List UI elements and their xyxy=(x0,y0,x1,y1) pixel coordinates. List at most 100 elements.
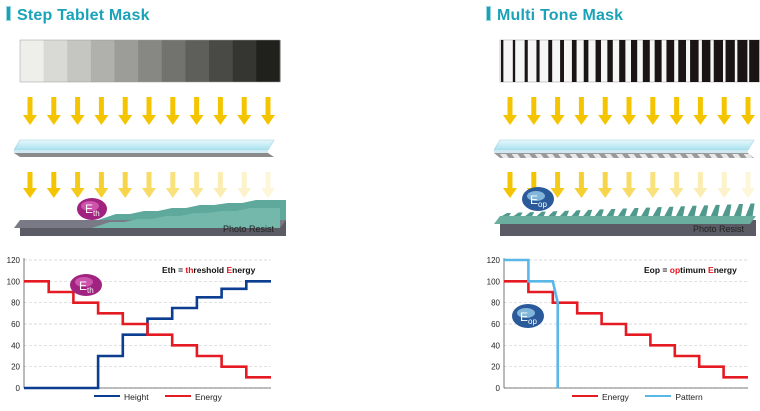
title-marker-icon xyxy=(6,6,11,21)
light-arrow-icon xyxy=(70,97,85,125)
light-arrow-icon xyxy=(550,172,565,198)
mask-step-block xyxy=(185,40,210,82)
light-arrow-icon xyxy=(46,97,61,125)
light-arrow-icon xyxy=(165,97,180,125)
y-tick-label: 60 xyxy=(491,320,500,329)
pattern-tooth xyxy=(511,154,521,158)
chart-eop-base: E xyxy=(520,310,528,324)
mask-stripe xyxy=(749,40,760,82)
light-arrow-icon xyxy=(574,172,589,198)
light-arrow-icon xyxy=(717,97,732,125)
series-line-energy xyxy=(24,280,271,379)
mask-pattern-teeth xyxy=(494,153,754,158)
mask-stripe xyxy=(642,40,650,82)
chart-optimum-energy: 0 20 40 60 80 100 120 xyxy=(487,256,748,393)
chart-eth-bubble: E th xyxy=(70,274,102,296)
pattern-tooth xyxy=(569,154,579,158)
mask-step-block xyxy=(138,40,163,82)
light-arrow-icon xyxy=(189,97,204,125)
eth-bubble-sub: th xyxy=(93,209,100,218)
photo-resist-layer xyxy=(14,200,286,236)
resist-tooth xyxy=(606,208,616,216)
y-tick-label: 100 xyxy=(487,277,501,286)
transmitted-light-arrows xyxy=(23,172,275,198)
y-tick-label: 120 xyxy=(487,256,501,265)
resist-tooth xyxy=(722,204,732,216)
chart-eop-sub: op xyxy=(528,317,537,326)
chart-eth-base: E xyxy=(79,279,87,293)
mask-stripe xyxy=(501,40,504,82)
resist-tooth xyxy=(710,204,720,216)
resist-tooth xyxy=(583,209,593,216)
legend-item-height: Height xyxy=(94,392,149,402)
mask-step-block xyxy=(161,40,186,82)
light-arrow-icon xyxy=(669,172,684,198)
pattern-tooth xyxy=(720,154,730,158)
panel-title: Multi Tone Mask xyxy=(486,6,623,25)
mask-stripe xyxy=(690,40,699,82)
mask-stripe xyxy=(512,40,516,82)
light-arrow-icon xyxy=(237,97,252,125)
eop-bubble-base: E xyxy=(530,193,538,207)
panel-title: Step Tablet Mask xyxy=(6,6,150,25)
light-arrow-icon xyxy=(645,172,660,198)
chart-eop-bubble: E op xyxy=(512,304,544,328)
mask-step-block xyxy=(114,40,139,82)
light-arrow-icon xyxy=(118,97,133,125)
legend-swatch-energy xyxy=(164,395,191,397)
glass-substrate xyxy=(493,139,755,158)
light-arrow-icon xyxy=(693,172,708,198)
mask-stripe xyxy=(536,40,540,82)
y-tick-label: 40 xyxy=(491,341,500,350)
pattern-tooth xyxy=(534,154,544,158)
light-arrow-icon xyxy=(503,172,517,198)
light-arrow-icon xyxy=(598,97,613,125)
multi-tone-mask xyxy=(499,39,760,83)
series-line-energy xyxy=(504,280,748,379)
resist-tooth xyxy=(548,211,558,216)
light-arrow-icon xyxy=(165,172,180,198)
light-arrow-icon xyxy=(213,172,228,198)
pattern-tooth xyxy=(627,154,637,158)
y-tick-label: 60 xyxy=(11,320,20,329)
series-line-pattern xyxy=(504,258,559,388)
light-arrow-icon xyxy=(669,97,684,125)
transmitted-light-arrows xyxy=(503,172,755,198)
resist-tooth xyxy=(652,207,662,216)
glass-substrate xyxy=(13,139,275,157)
pattern-tooth xyxy=(674,154,683,158)
light-arrow-icon xyxy=(574,97,589,125)
y-tick-label: 20 xyxy=(11,363,20,372)
resist-tooth xyxy=(676,206,685,216)
photo-resist-layer xyxy=(494,203,756,236)
threshold-energy-definition: Eth = threshold Energy xyxy=(162,265,256,275)
mask-stripe xyxy=(737,40,748,82)
y-tick-label: 80 xyxy=(11,299,20,308)
light-arrow-icon xyxy=(622,97,636,125)
resist-tooth xyxy=(560,210,569,216)
step-tablet-illustration: Photo Resist E th 0 20 40 60 80 100 120 E th xyxy=(7,39,286,393)
mask-stripe xyxy=(666,40,675,82)
resist-tooth xyxy=(536,211,546,216)
multi-tone-panel: Multi Tone Mask Photo Resist E op 0 20 40 6… xyxy=(486,0,760,411)
light-arrow-icon xyxy=(70,172,85,198)
y-tick-label: 0 xyxy=(496,384,501,393)
resist-tooth xyxy=(687,205,697,216)
mask-stripe xyxy=(607,40,613,82)
legend-item-pattern: Pattern xyxy=(645,392,703,402)
resist-tooth xyxy=(525,212,535,216)
light-arrow-icon xyxy=(261,97,275,125)
pattern-tooth xyxy=(546,154,556,158)
resist-tooth xyxy=(745,203,755,216)
mask-step-block xyxy=(43,40,68,82)
mask-stripe xyxy=(713,40,724,82)
mask-step-block xyxy=(256,40,281,82)
pattern-tooth xyxy=(616,154,625,158)
light-arrow-icon xyxy=(94,172,109,198)
light-arrow-icon xyxy=(46,172,61,198)
light-arrow-icon xyxy=(598,172,613,198)
chart-threshold-energy: 0 20 40 60 80 100 120 xyxy=(7,256,271,393)
mask-stripe xyxy=(583,40,589,82)
eop-bubble-sub: op xyxy=(538,200,547,209)
light-arrow-icon xyxy=(741,97,755,125)
